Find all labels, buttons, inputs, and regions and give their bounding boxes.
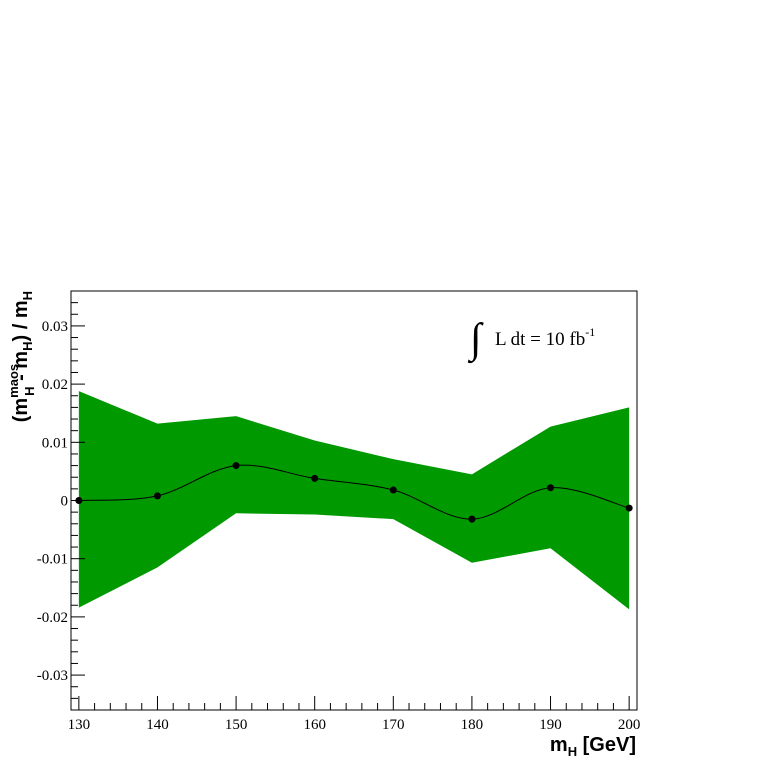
x-tick-label: 160	[303, 717, 326, 733]
y-tick-label: 0.02	[42, 377, 68, 393]
y-tick-label: -0.03	[37, 668, 68, 684]
x-tick-label: 180	[461, 717, 484, 733]
data-point	[468, 515, 476, 523]
luminosity-label: L dt = 10 fb-1	[495, 325, 595, 350]
series-line-layer	[78, 464, 630, 520]
data-point	[547, 484, 555, 492]
data-point	[625, 504, 633, 512]
y-tick-label: 0	[61, 494, 69, 510]
axis-ticks	[71, 290, 630, 711]
y-tick-label: 0.03	[42, 319, 68, 335]
x-axis-title: mH [GeV]	[550, 734, 636, 759]
data-point	[232, 462, 240, 470]
x-tick-label: 200	[618, 717, 641, 733]
data-point	[311, 474, 319, 482]
tick-labels: 130 140 150 160 170 180 190 200 -0.03 -0.02 -0.01 0…	[37, 319, 641, 733]
data-point	[153, 492, 161, 500]
integral-sign: ∫	[467, 316, 484, 364]
data-point-layer	[75, 462, 633, 523]
luminosity-annotation: ∫ L dt = 10 fb-1	[467, 316, 595, 364]
x-tick-label: 170	[382, 717, 405, 733]
y-tick-label: 0.01	[42, 435, 68, 451]
x-tick-label: 150	[225, 717, 248, 733]
series-line	[78, 464, 630, 520]
x-tick-label: 190	[539, 717, 562, 733]
y-tick-label: -0.01	[37, 552, 68, 568]
uncertainty-band-layer	[78, 391, 630, 610]
y-axis-title: (mmaosH - mH) / mH	[6, 291, 37, 422]
data-point	[389, 486, 397, 494]
x-tick-label: 140	[146, 717, 169, 733]
y-tick-label: -0.02	[37, 610, 68, 626]
uncertainty-band	[78, 391, 630, 610]
x-tick-label: 130	[68, 717, 91, 733]
